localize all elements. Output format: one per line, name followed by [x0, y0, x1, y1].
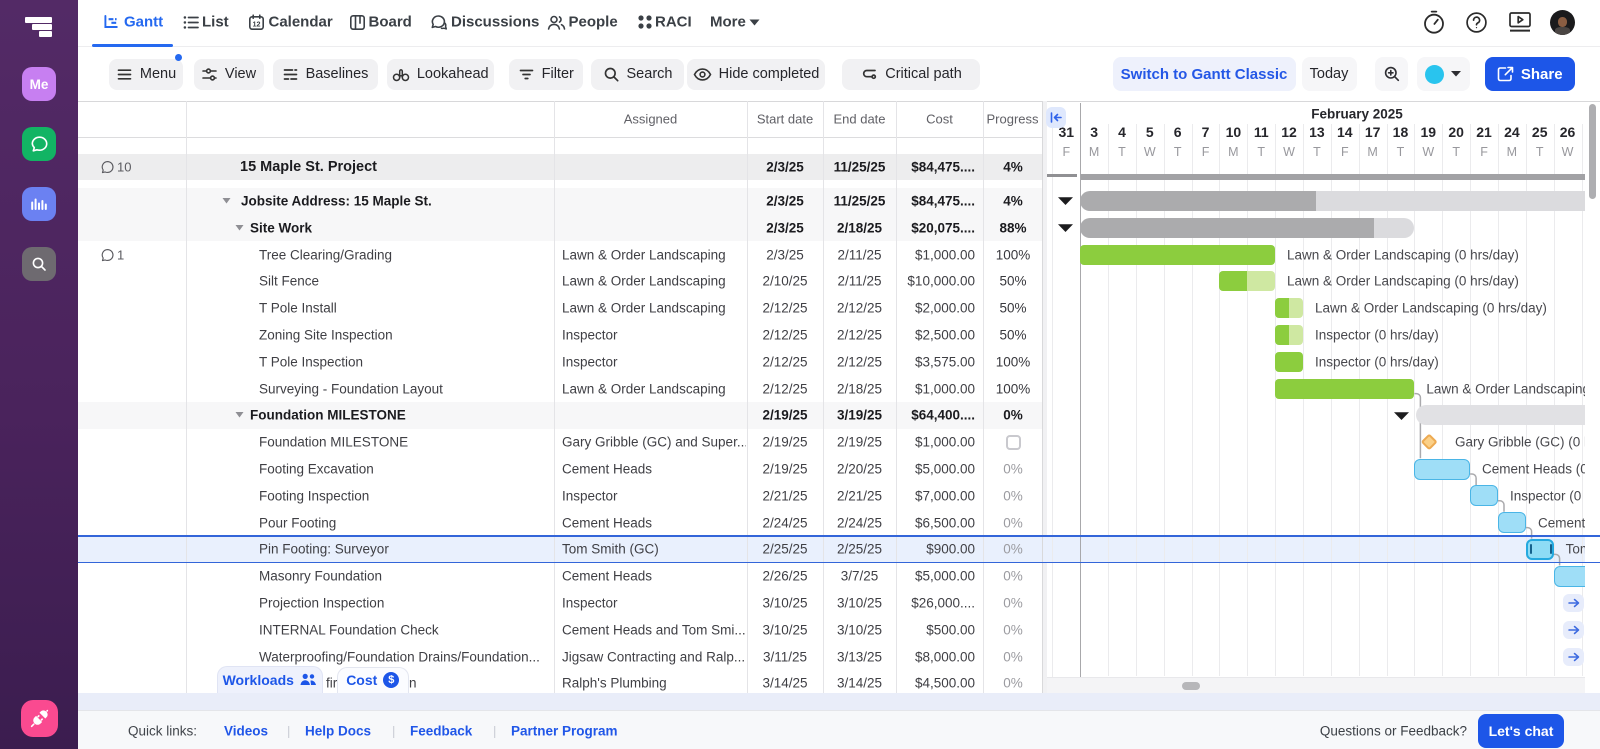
svg-text:12: 12 [253, 19, 261, 28]
